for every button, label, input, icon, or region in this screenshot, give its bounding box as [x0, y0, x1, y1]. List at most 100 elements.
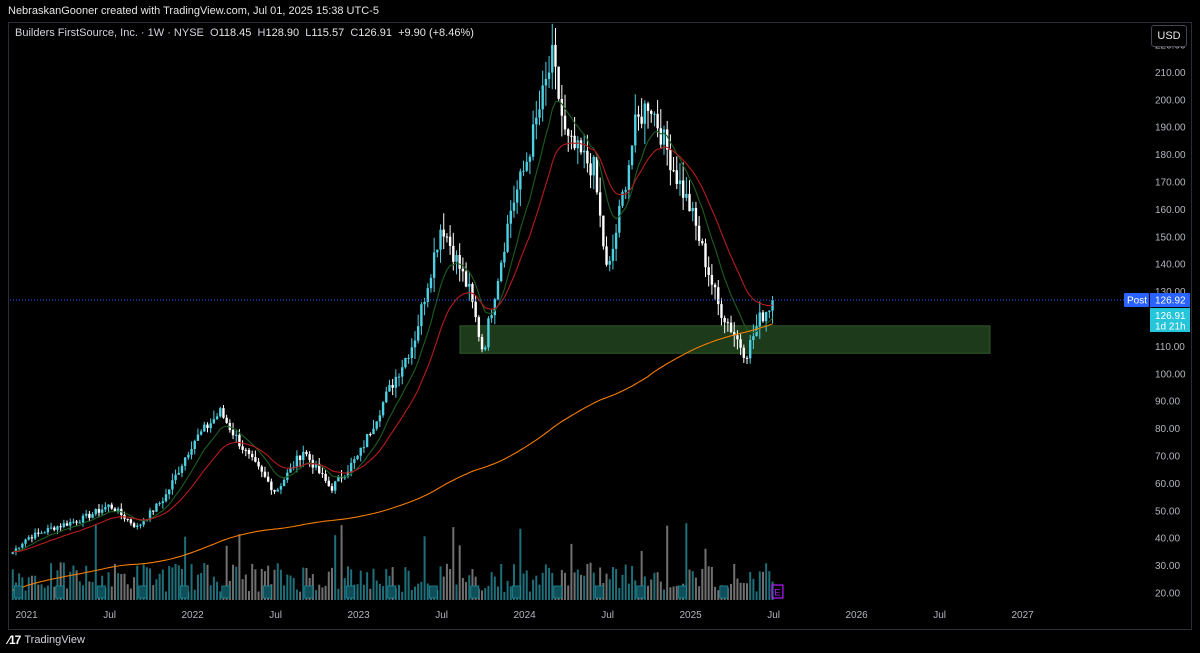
volume-bar: [717, 590, 720, 600]
volume-bar: [305, 567, 308, 600]
earnings-marker-past: [179, 585, 189, 599]
earnings-marker-upcoming[interactable]: [771, 584, 784, 599]
earnings-marker-past: [553, 585, 563, 599]
candle-body: [563, 115, 567, 130]
volume-bar: [302, 567, 305, 600]
volume-bar: [30, 575, 33, 600]
candle-body: [24, 539, 27, 544]
volume-bar: [260, 568, 263, 600]
volume-bar: [688, 569, 691, 600]
volume-bar: [241, 579, 244, 600]
candle-body: [84, 513, 88, 516]
candle-body: [110, 504, 113, 509]
volume-bar: [420, 581, 423, 600]
volume-bar: [567, 585, 570, 600]
volume-bar: [27, 577, 30, 600]
candle-body: [493, 299, 497, 316]
volume-bar: [752, 578, 755, 600]
y-tick-label: 30.00: [1155, 561, 1180, 572]
change-value: +9.90 (+8.46%): [398, 27, 474, 39]
currency-button[interactable]: USD: [1151, 25, 1187, 47]
candle-body: [643, 103, 647, 124]
candle-body: [701, 241, 704, 244]
candle-body: [487, 318, 490, 348]
volume-bar: [56, 570, 59, 600]
volume-bar: [675, 585, 678, 600]
x-tick-label: Jul: [601, 610, 614, 621]
volume-bar: [81, 585, 84, 600]
candle-body: [764, 311, 768, 322]
volume-bar: [88, 581, 91, 600]
candle-body: [768, 310, 771, 312]
volume-bar: [532, 579, 535, 600]
candle-body: [203, 424, 206, 432]
candle-body: [416, 326, 420, 341]
volume-bar: [627, 583, 630, 600]
volume-bar: [372, 568, 375, 600]
candle-body: [608, 260, 611, 265]
post-price-value: 126.92: [1155, 296, 1186, 307]
y-tick-label: 200.00: [1155, 95, 1186, 106]
candle-body: [212, 419, 216, 424]
candle-body: [314, 463, 318, 468]
volume-bar: [107, 572, 110, 600]
volume-bar: [232, 564, 235, 600]
volume-bar: [299, 591, 302, 600]
candle-body: [270, 481, 273, 490]
candle-body: [62, 523, 66, 527]
earnings-marker-past: [138, 585, 148, 599]
candle-body: [630, 145, 634, 166]
candle-body: [458, 255, 461, 269]
volume-bar: [650, 579, 653, 600]
volume-bar: [273, 569, 276, 600]
candle-body: [180, 465, 184, 473]
candle-body: [49, 527, 53, 529]
volume-bar: [180, 568, 183, 600]
candle-body: [442, 229, 445, 237]
volume-bar: [129, 588, 132, 600]
volume-bar: [209, 585, 212, 600]
low-label: L: [305, 27, 312, 39]
candle-body: [324, 473, 327, 481]
candle-body: [474, 301, 477, 318]
tradingview-logo-text: TradingView: [24, 634, 85, 646]
candle-body: [720, 304, 723, 318]
candle-body: [139, 524, 142, 526]
earnings-marker-past: [428, 585, 438, 599]
volume-bar: [401, 591, 404, 600]
candle-body: [394, 376, 398, 388]
candle-body: [107, 504, 110, 508]
candle-body: [391, 384, 394, 388]
candle-body: [733, 332, 736, 336]
candle-body: [535, 117, 538, 125]
volume-bar: [656, 572, 659, 600]
volume-bar: [334, 535, 337, 600]
volume-bar: [375, 580, 378, 600]
candle-body: [704, 243, 707, 268]
candle-body: [273, 489, 276, 492]
x-tick-label: 2026: [845, 610, 868, 621]
x-tick-label: Jul: [767, 610, 780, 621]
volume-bar: [330, 567, 333, 600]
candle-body: [33, 532, 37, 539]
volume-bar: [404, 567, 407, 600]
volume-bar: [193, 589, 196, 600]
candle-body: [662, 129, 666, 145]
volume-bar: [742, 582, 745, 600]
candle-body: [75, 521, 78, 523]
candle-body: [752, 336, 755, 340]
candle-body: [739, 339, 742, 348]
x-tick-label: Jul: [269, 610, 282, 621]
volume-bar: [535, 575, 538, 600]
volume-bar: [730, 583, 733, 600]
candle-body: [522, 170, 525, 172]
y-tick-label: 90.00: [1155, 397, 1180, 408]
x-tick-label: Jul: [933, 610, 946, 621]
volume-bar: [283, 585, 286, 600]
volume-bar: [672, 586, 675, 600]
volume-bar: [500, 564, 503, 600]
volume-bar: [40, 584, 43, 600]
volume-bar: [583, 575, 586, 600]
candle-body: [672, 170, 675, 172]
